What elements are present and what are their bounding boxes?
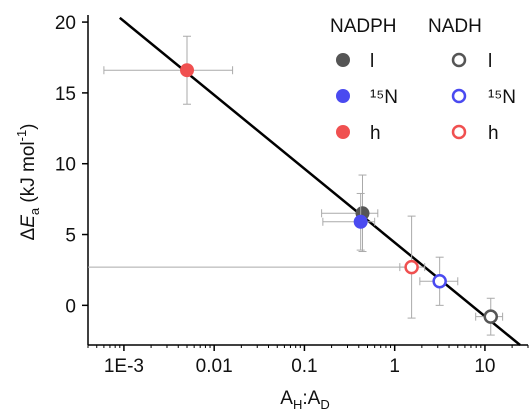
- x-tick-label: 1E-3: [104, 356, 144, 377]
- y-tick-label: 20: [55, 13, 76, 34]
- point: [483, 309, 499, 324]
- legend-marker: [451, 88, 467, 104]
- x-tick-label: 10: [474, 356, 495, 377]
- legend-label: ¹⁵N: [370, 87, 398, 108]
- legend-marker: [451, 52, 467, 68]
- point: [353, 214, 368, 229]
- x-tick-label: 0.1: [291, 356, 317, 377]
- legend-marker: [336, 125, 350, 139]
- y-tick-label: 15: [55, 84, 76, 105]
- x-tick-label: 0.01: [196, 356, 233, 377]
- legend-marker: [451, 124, 467, 140]
- point: [180, 63, 195, 78]
- legend-label: h: [370, 123, 381, 144]
- y-axis-label: ΔEa (kJ mol-1): [14, 123, 42, 240]
- x-tick-label: 1: [389, 356, 400, 377]
- legend-label: l: [488, 51, 492, 72]
- y-tick-label: 5: [65, 226, 76, 247]
- legend-title: NADH: [428, 16, 482, 37]
- legend-label: l: [370, 51, 374, 72]
- y-tick-label: 10: [55, 155, 76, 176]
- point: [404, 259, 419, 275]
- legend-label: h: [488, 123, 499, 144]
- legend-label: ¹⁵N: [488, 87, 516, 108]
- legend-marker: [336, 89, 350, 103]
- x-axis-label: AH:AD: [280, 388, 329, 412]
- legend-marker: [336, 53, 350, 67]
- y-tick-label: 0: [65, 296, 76, 317]
- point: [432, 274, 447, 289]
- legend-title: NADPH: [330, 16, 397, 37]
